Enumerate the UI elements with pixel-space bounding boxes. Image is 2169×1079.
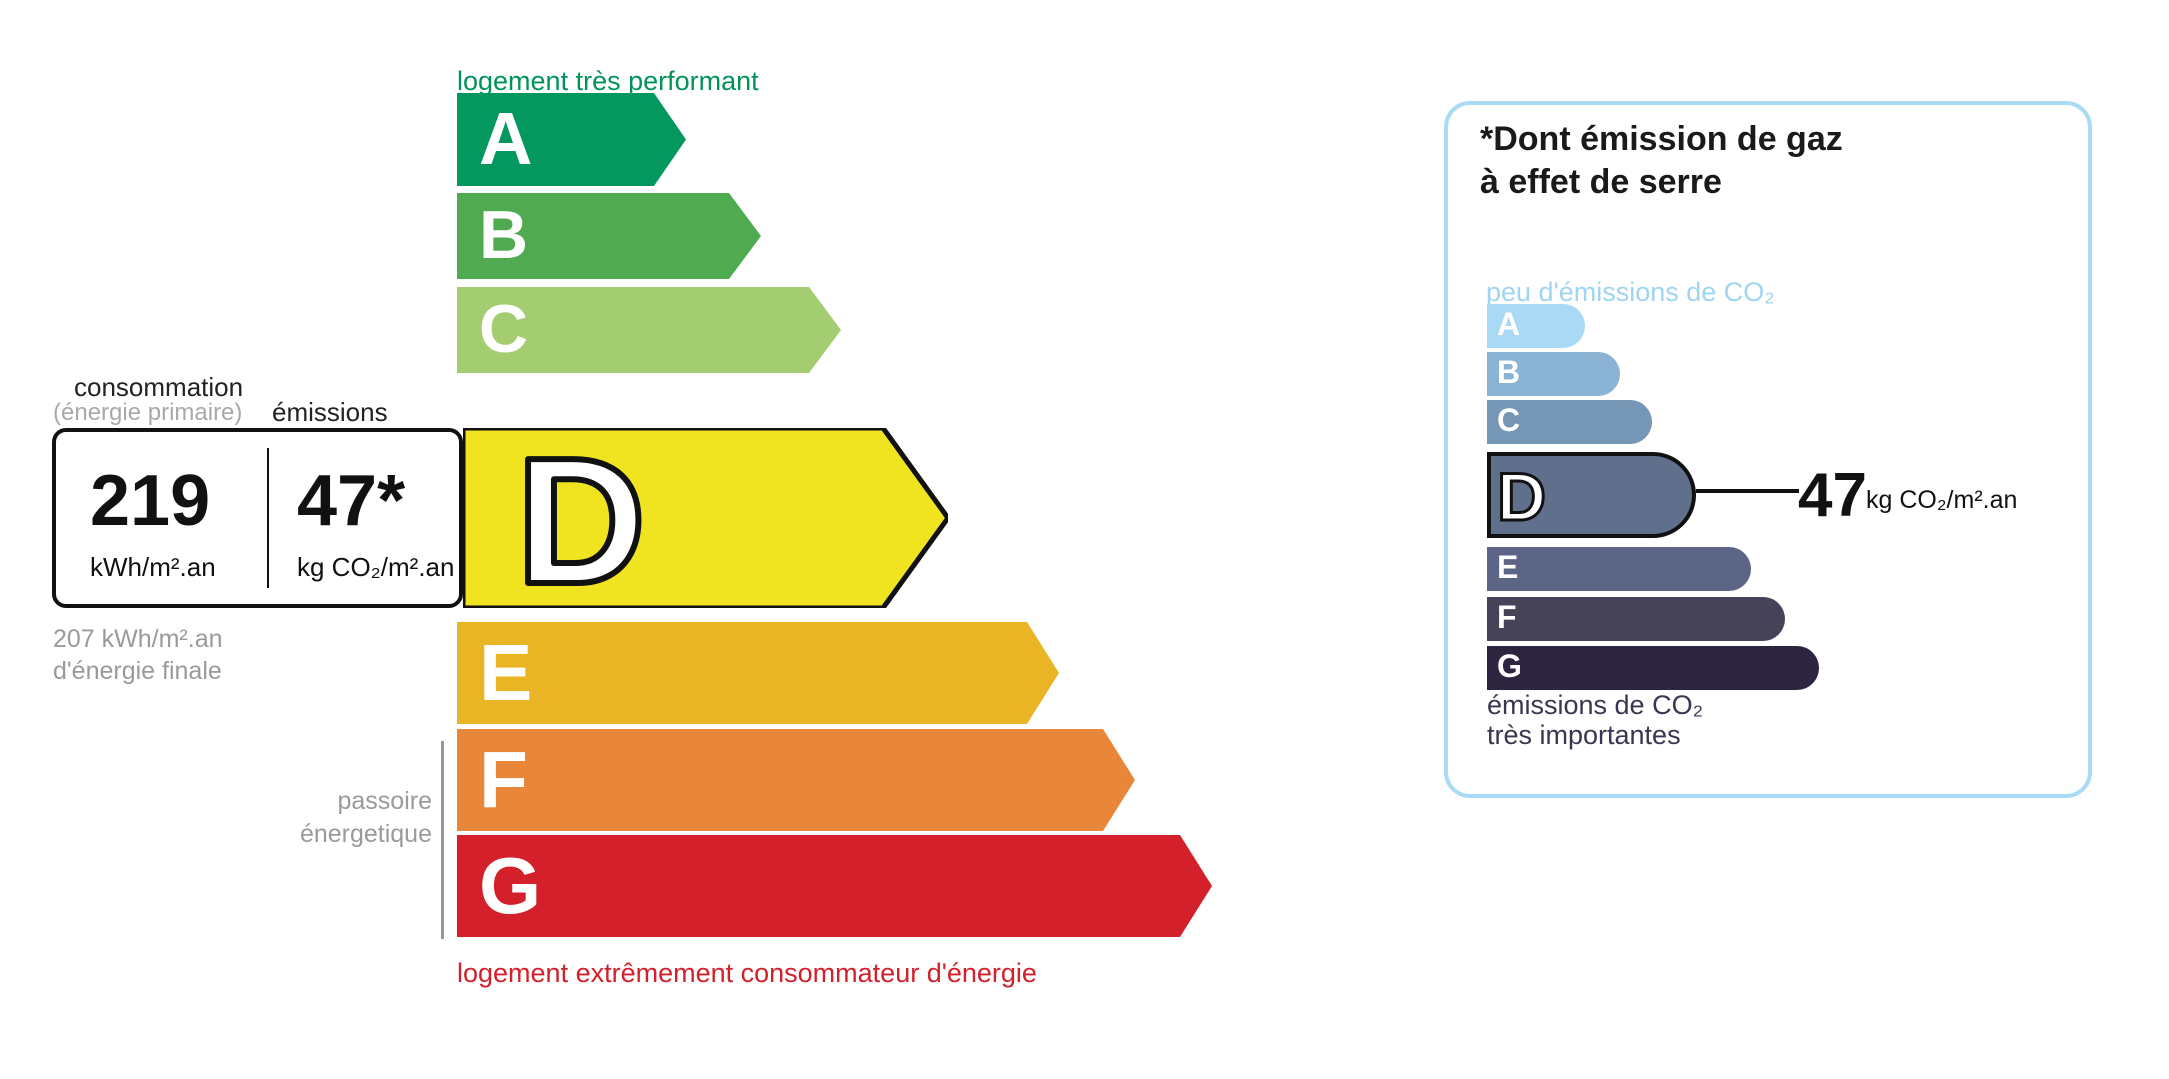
svg-text:C: C — [479, 291, 528, 367]
svg-text:D: D — [516, 428, 646, 608]
svg-text:A: A — [479, 97, 532, 180]
svg-text:G: G — [479, 841, 541, 930]
svg-text:E: E — [479, 628, 532, 717]
svg-text:F: F — [479, 735, 528, 824]
svg-text:B: B — [479, 197, 528, 273]
